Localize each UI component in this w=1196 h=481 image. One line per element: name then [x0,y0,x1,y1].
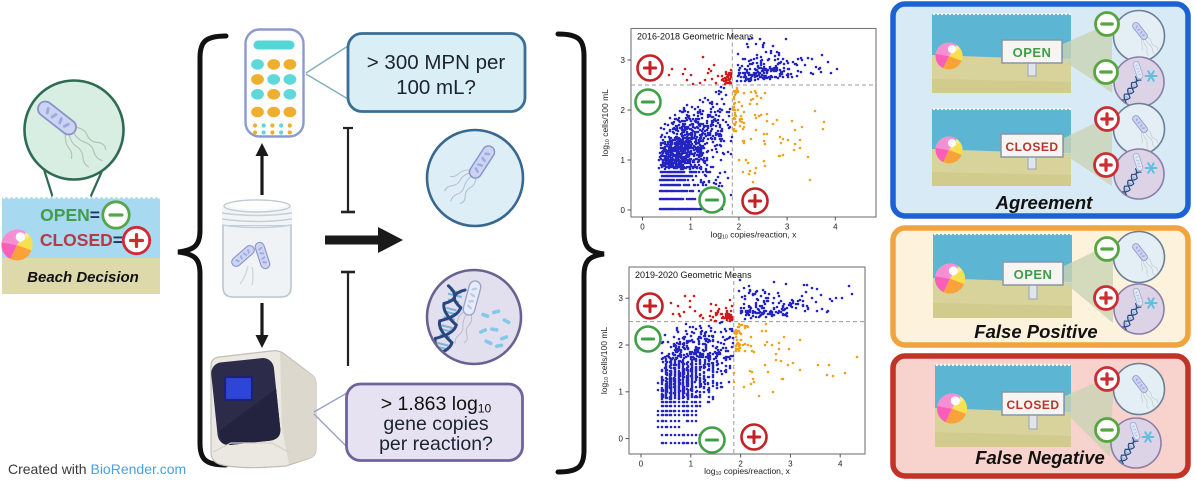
svg-text:0: 0 [619,434,624,443]
svg-text:1: 1 [621,156,626,165]
svg-text:log10 copies/reaction, x: log10 copies/reaction, x [704,466,791,477]
svg-text:3: 3 [788,460,793,469]
svg-text:> 300 MPN per: > 300 MPN per [367,51,506,74]
svg-text:CLOSED: CLOSED [1006,398,1059,412]
svg-text:Created with BioRender.com: Created with BioRender.com [8,461,186,477]
svg-text:100 mL?: 100 mL? [396,76,476,99]
svg-text:Agreement: Agreement [995,192,1093,213]
svg-text:log10 cells/100 mL: log10 cells/100 mL [600,89,611,157]
svg-text:2016-2018 Geometric Means: 2016-2018 Geometric Means [637,32,754,42]
svg-text:4: 4 [833,223,838,232]
svg-text:0: 0 [640,223,645,232]
svg-text:CLOSED: CLOSED [1005,140,1058,154]
svg-text:OPEN: OPEN [1014,267,1053,282]
svg-text:Beach Decision: Beach Decision [27,269,139,286]
svg-text:1: 1 [689,460,694,469]
svg-text:1: 1 [688,223,693,232]
svg-text:log10 cells/100 mL: log10 cells/100 mL [599,327,610,395]
svg-text:3: 3 [619,294,624,303]
svg-text:False Negative: False Negative [975,447,1105,468]
svg-text:2: 2 [621,106,626,115]
svg-text:1: 1 [619,388,624,397]
svg-text:2: 2 [737,223,742,232]
svg-text:2019-2020 Geometric Means: 2019-2020 Geometric Means [635,270,752,280]
svg-text:OPEN=: OPEN= [40,205,100,225]
svg-text:False Positive: False Positive [974,321,1097,342]
svg-text:OPEN: OPEN [1013,45,1052,60]
svg-text:2: 2 [738,460,743,469]
svg-text:3: 3 [785,223,790,232]
svg-text:CLOSED=: CLOSED= [40,230,123,250]
svg-text:> 1.863 log10: > 1.863 log10 [381,393,492,416]
svg-text:0: 0 [639,460,644,469]
svg-text:4: 4 [838,460,843,469]
svg-text:gene copies: gene copies [383,413,488,435]
svg-text:log10 copies/reaction, x: log10 copies/reaction, x [711,230,798,241]
svg-text:per reaction?: per reaction? [379,433,493,455]
svg-text:0: 0 [621,206,626,215]
svg-text:2: 2 [619,341,624,350]
svg-text:3: 3 [621,56,626,65]
